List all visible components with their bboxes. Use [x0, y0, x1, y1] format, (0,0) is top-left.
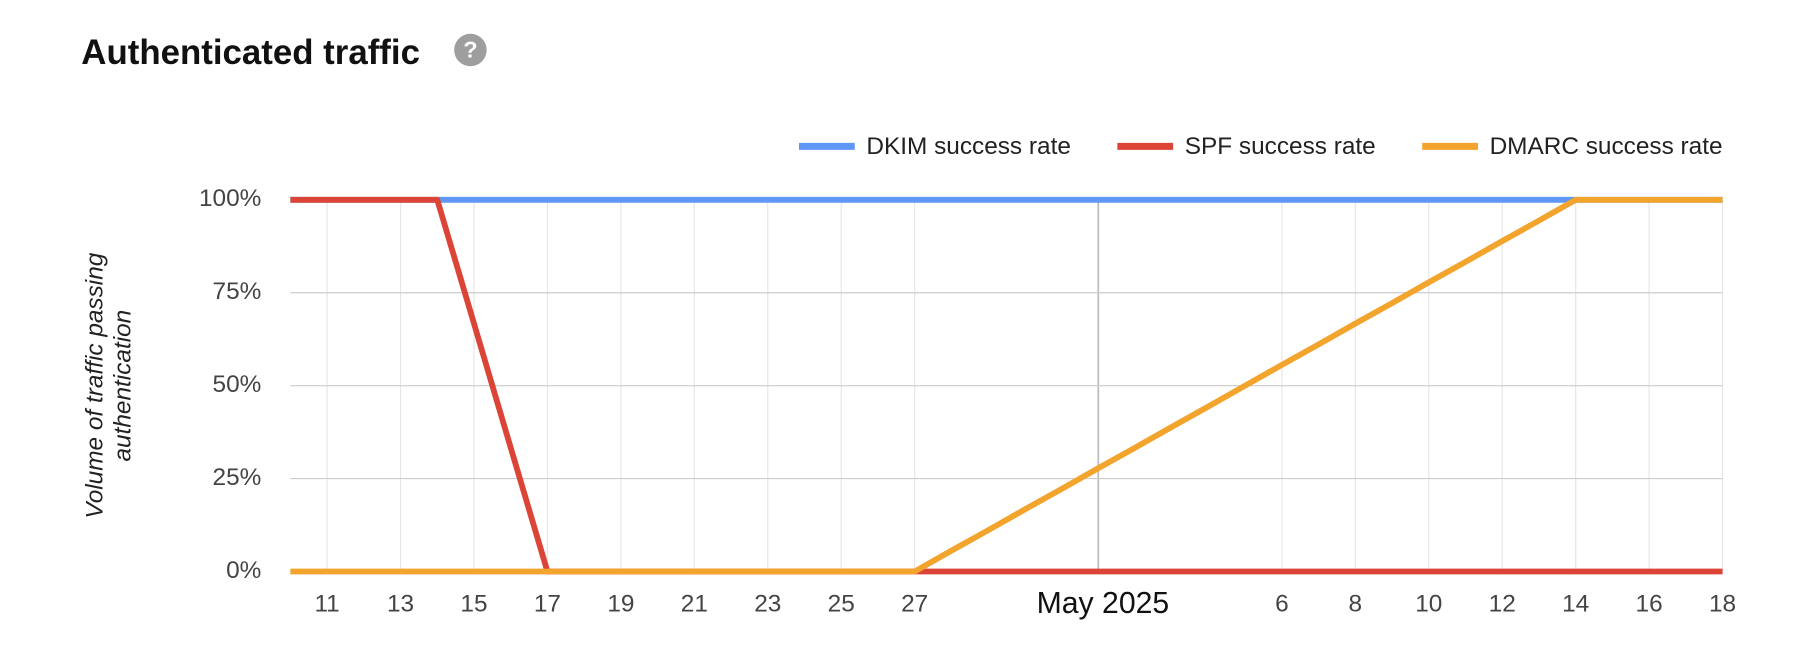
chart-title: Authenticated traffic — [81, 33, 420, 72]
legend-label: DMARC success rate — [1490, 133, 1723, 160]
x-tick-label: 11 — [314, 591, 339, 618]
y-axis-title: Volume of traffic passingauthentication — [82, 252, 137, 518]
x-tick-label: 15 — [460, 591, 487, 618]
x-tick-label: 12 — [1489, 591, 1516, 618]
x-tick-label: 16 — [1636, 591, 1663, 618]
x-tick-label: 6 — [1275, 591, 1289, 618]
x-tick-label: 17 — [534, 591, 561, 618]
y-tick-label: 100% — [199, 185, 261, 212]
x-tick-label: 14 — [1562, 591, 1589, 618]
help-glyph: ? — [463, 36, 477, 62]
x-tick-label: 23 — [754, 591, 781, 618]
legend-label: DKIM success rate — [866, 133, 1071, 160]
x-tick-label: 19 — [607, 591, 634, 618]
x-tick-label: 27 — [901, 591, 928, 618]
y-tick-label: 75% — [213, 278, 262, 305]
series-line — [290, 196, 1723, 575]
x-tick-label: 10 — [1415, 591, 1442, 618]
y-axis-title-line: authentication — [110, 310, 137, 462]
y-axis-title-line: Volume of traffic passing — [82, 252, 109, 518]
x-tick-label: May 2025 — [1037, 587, 1170, 620]
help-icon[interactable]: ? — [454, 33, 487, 67]
x-tick-label: 25 — [828, 591, 855, 618]
legend-label: SPF success rate — [1185, 133, 1376, 160]
x-tick-label: 13 — [387, 591, 414, 618]
series-line — [290, 196, 1723, 575]
help-circle — [454, 33, 487, 67]
x-tick-label: 18 — [1709, 591, 1736, 618]
y-tick-label: 50% — [213, 371, 262, 398]
x-tick-label: 21 — [681, 591, 708, 618]
y-tick-label: 25% — [213, 464, 262, 491]
x-tick-label: 8 — [1349, 591, 1363, 618]
y-tick-label: 0% — [226, 557, 261, 584]
